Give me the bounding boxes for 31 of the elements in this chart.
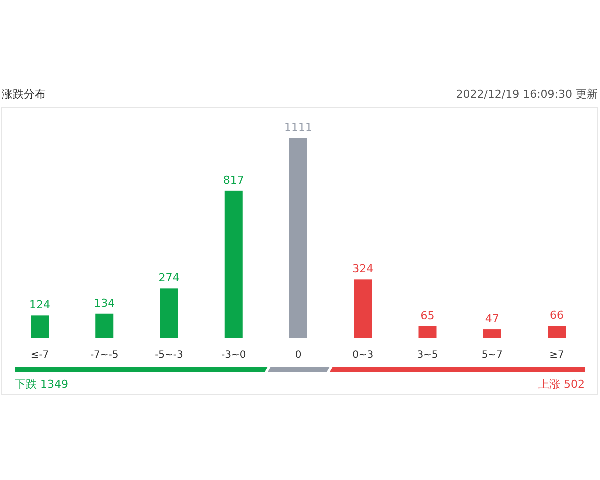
data-label: 817 [223,174,244,187]
data-label: 65 [420,309,435,322]
bar [160,288,178,338]
data-label: 124 [30,298,50,312]
text: 2022/12/19 16:09:30 更新 [456,88,598,101]
x-tick-label: 3~5 [417,350,438,361]
chart-title: 涨跌分布 [2,88,46,101]
x-tick-label: 0 [295,350,302,361]
data-label: 274 [158,272,180,285]
bar [96,314,114,338]
bar [418,326,437,338]
x-tick-label: -5~-3 [155,350,184,361]
text: 下跌 1349 [15,378,68,391]
bar [224,190,243,338]
x-tick-label: -3~0 [222,350,246,361]
data-label: 47 [485,312,500,326]
x-tick-label: ≥7 [550,350,564,361]
x-tick-label: -7~-5 [90,350,119,361]
x-tick-label: 0~3 [352,350,374,361]
bar [548,326,566,338]
data-label: 134 [94,296,116,310]
bar [354,280,372,338]
data-label: 324 [352,262,374,276]
x-tick-label: 5~7 [482,350,503,361]
bar [290,138,308,338]
x-tick-label: ≤-7 [30,350,50,361]
data-label: 66 [550,309,564,322]
text: 上涨 502 [538,378,585,391]
bar [31,316,49,338]
bar [483,330,502,338]
data-label: 1111 [284,121,312,134]
